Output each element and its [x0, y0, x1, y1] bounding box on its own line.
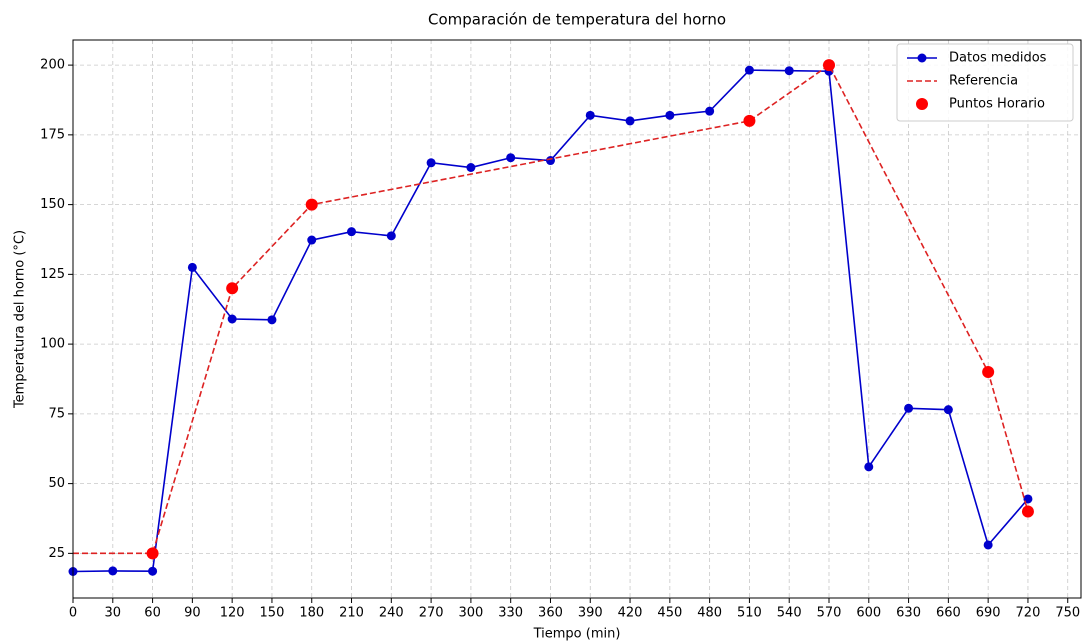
- data-point: [744, 65, 754, 75]
- data-point: [665, 110, 675, 120]
- x-tick-label: 360: [538, 606, 563, 621]
- x-tick-label: 180: [299, 606, 324, 621]
- data-point: [305, 198, 318, 211]
- x-tick-label: 750: [1055, 606, 1080, 621]
- x-tick-label: 60: [144, 606, 161, 621]
- data-point: [227, 314, 237, 324]
- x-tick-label: 390: [578, 606, 603, 621]
- data-point: [347, 227, 357, 237]
- y-tick-label: 175: [40, 127, 65, 142]
- data-point: [625, 116, 635, 126]
- x-tick-label: 150: [260, 606, 285, 621]
- x-tick-label: 90: [184, 606, 201, 621]
- data-point: [705, 106, 715, 116]
- x-tick-label: 660: [936, 606, 961, 621]
- x-tick-label: 30: [105, 606, 122, 621]
- data-point: [506, 153, 516, 163]
- data-point: [148, 566, 158, 576]
- x-tick-label: 630: [896, 606, 921, 621]
- x-tick-label: 540: [777, 606, 802, 621]
- y-tick-label: 125: [40, 267, 65, 282]
- y-tick-label: 200: [40, 58, 65, 73]
- data-point: [146, 547, 159, 560]
- data-point: [1021, 505, 1034, 518]
- data-point: [426, 158, 436, 168]
- x-tick-label: 720: [1016, 606, 1041, 621]
- x-tick-label: 300: [458, 606, 483, 621]
- x-tick-label: 480: [697, 606, 722, 621]
- y-tick-label: 150: [40, 197, 65, 212]
- data-point: [585, 110, 595, 120]
- data-point: [904, 403, 914, 413]
- data-point: [982, 366, 995, 379]
- data-point: [267, 315, 277, 325]
- legend-label: Datos medidos: [949, 51, 1047, 66]
- legend-marker: [917, 53, 927, 63]
- x-axis-label: Tiempo (min): [533, 627, 621, 642]
- x-tick-label: 240: [379, 606, 404, 621]
- chart-title: Comparación de temperatura del horno: [428, 11, 726, 29]
- y-tick-label: 25: [48, 546, 65, 561]
- data-point: [864, 462, 874, 472]
- series-line: [73, 63, 1029, 555]
- x-tick-label: 270: [419, 606, 444, 621]
- x-tick-label: 600: [856, 606, 881, 621]
- legend-marker: [916, 98, 928, 110]
- data-point: [743, 114, 756, 127]
- data-point: [823, 59, 835, 72]
- y-tick-label: 100: [40, 337, 65, 352]
- x-tick-label: 120: [220, 606, 245, 621]
- legend-label: Referencia: [949, 74, 1018, 89]
- data-point: [226, 282, 239, 295]
- data-point: [386, 231, 396, 241]
- x-tick-label: 570: [817, 606, 842, 621]
- y-tick-label: 75: [48, 406, 65, 421]
- legend-box: [896, 43, 1074, 122]
- x-tick-label: 420: [618, 606, 643, 621]
- data-point: [784, 66, 794, 76]
- legend-label: Puntos Horario: [949, 97, 1045, 112]
- data-point: [983, 540, 993, 550]
- data-point: [108, 566, 118, 576]
- x-tick-label: 330: [498, 606, 523, 621]
- plot-frame: [72, 39, 1082, 599]
- y-axis-label: Temperatura del horno (°C): [13, 230, 28, 409]
- data-point: [187, 262, 197, 272]
- data-point: [943, 405, 953, 415]
- x-tick-label: 0: [69, 606, 77, 621]
- data-point: [545, 156, 555, 166]
- x-tick-label: 450: [657, 606, 682, 621]
- x-tick-label: 690: [976, 606, 1001, 621]
- data-point: [307, 235, 317, 245]
- y-tick-label: 50: [48, 476, 65, 491]
- data-point: [466, 163, 476, 173]
- x-tick-label: 510: [737, 606, 762, 621]
- x-tick-label: 210: [339, 606, 364, 621]
